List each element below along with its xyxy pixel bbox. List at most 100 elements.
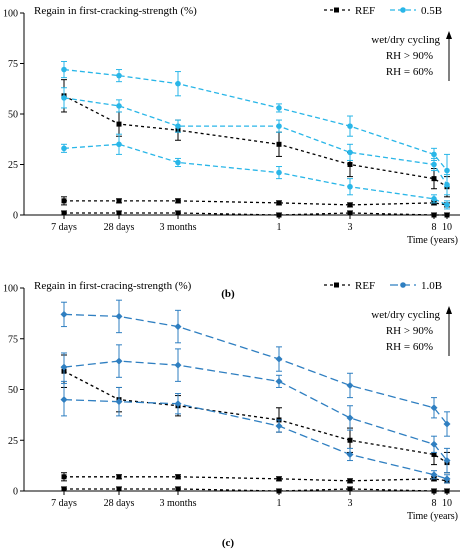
y-tick-label: 100 bbox=[3, 284, 18, 295]
y-tick-label: 50 bbox=[8, 110, 18, 121]
legend-b-marker bbox=[400, 7, 406, 13]
data-point bbox=[174, 323, 182, 331]
annotation-cycling: wet/dry cycling bbox=[371, 309, 440, 321]
data-point bbox=[116, 121, 122, 127]
series-4 bbox=[60, 344, 451, 474]
data-point bbox=[431, 451, 437, 457]
y-tick-label: 0 bbox=[13, 211, 18, 222]
data-point bbox=[430, 471, 438, 479]
series-5 bbox=[61, 133, 450, 210]
series-line bbox=[63, 95, 448, 188]
data-point bbox=[443, 475, 451, 483]
data-point bbox=[276, 123, 282, 129]
series-1 bbox=[61, 196, 450, 208]
data-point bbox=[431, 196, 437, 202]
chart-title: Regain in first-cracking-strength (%) bbox=[34, 5, 197, 17]
data-point bbox=[444, 488, 450, 494]
data-point bbox=[276, 141, 282, 147]
x-tick-label: 1 bbox=[277, 498, 282, 509]
data-point bbox=[116, 103, 122, 109]
x-tick-label: 3 bbox=[348, 498, 353, 509]
y-tick-label: 25 bbox=[8, 160, 18, 171]
data-point bbox=[61, 210, 67, 216]
annotation-cycling: wet/dry cycling bbox=[371, 34, 440, 46]
data-point bbox=[116, 141, 122, 148]
series-1 bbox=[61, 472, 450, 484]
y-tick-label: 100 bbox=[3, 9, 18, 20]
data-point bbox=[60, 363, 68, 371]
data-point bbox=[276, 212, 282, 218]
annotation-rh-low: RH = 60% bbox=[386, 66, 433, 78]
data-point bbox=[444, 212, 450, 218]
data-point bbox=[61, 66, 67, 73]
x-tick-label: 28 days bbox=[104, 498, 135, 509]
data-point bbox=[346, 414, 354, 422]
data-point bbox=[175, 198, 181, 204]
annotation-rh-low: RH = 60% bbox=[386, 341, 433, 353]
legend: REF 1.0B bbox=[324, 280, 442, 292]
y-tick-label: 25 bbox=[8, 436, 18, 447]
data-point bbox=[276, 200, 282, 206]
x-tick-label: 7 days bbox=[51, 498, 77, 509]
y-tick-label: 75 bbox=[8, 334, 18, 345]
data-point bbox=[347, 486, 353, 492]
legend-b-label: 1.0B bbox=[421, 280, 442, 292]
series-3 bbox=[61, 60, 450, 188]
x-tick-label: 3 months bbox=[160, 498, 197, 509]
data-point bbox=[116, 474, 122, 480]
data-point bbox=[115, 312, 123, 320]
data-point bbox=[346, 450, 354, 458]
legend-ref-marker bbox=[334, 7, 339, 13]
panel-label: (c) bbox=[222, 537, 235, 549]
data-point bbox=[174, 361, 182, 369]
y-tick-label: 50 bbox=[8, 385, 18, 396]
data-point bbox=[116, 198, 122, 204]
data-point bbox=[276, 488, 282, 494]
data-point bbox=[61, 145, 67, 152]
series-2 bbox=[61, 210, 450, 218]
data-point bbox=[431, 212, 437, 218]
series-3 bbox=[60, 299, 451, 437]
x-tick-label: 8 bbox=[432, 498, 437, 509]
data-point bbox=[175, 80, 181, 87]
x-tick-label: 3 bbox=[348, 222, 353, 233]
data-point bbox=[430, 404, 438, 412]
data-point bbox=[116, 210, 122, 216]
series-line bbox=[63, 360, 448, 461]
data-point bbox=[275, 377, 283, 385]
series-2 bbox=[61, 486, 450, 494]
series-line bbox=[63, 143, 448, 206]
x-tick-label: 1 bbox=[277, 222, 282, 233]
series-5 bbox=[60, 382, 451, 484]
data-point bbox=[61, 198, 67, 204]
x-axis-label: Time (years) bbox=[407, 511, 458, 522]
data-point bbox=[347, 478, 353, 484]
chart-title: Regain in first-cracing-strength (%) bbox=[34, 280, 192, 292]
data-point bbox=[61, 474, 67, 480]
data-point bbox=[431, 161, 437, 168]
data-point bbox=[430, 440, 438, 448]
data-point bbox=[444, 202, 450, 208]
data-point bbox=[347, 437, 353, 443]
data-point bbox=[174, 400, 182, 408]
data-point bbox=[175, 210, 181, 216]
data-point bbox=[60, 310, 68, 318]
x-tick-label: 10 bbox=[442, 498, 452, 509]
data-point bbox=[431, 488, 437, 494]
data-point bbox=[347, 183, 353, 190]
series-line bbox=[63, 370, 448, 464]
data-point bbox=[276, 169, 282, 176]
data-point bbox=[276, 476, 282, 482]
data-point bbox=[431, 151, 437, 158]
series-line bbox=[63, 68, 448, 171]
x-axis-label: Time (years) bbox=[407, 235, 458, 246]
data-point bbox=[276, 105, 282, 111]
data-point bbox=[444, 167, 450, 174]
x-tick-label: 28 days bbox=[104, 222, 135, 233]
legend-ref-label: REF bbox=[355, 280, 375, 292]
data-point bbox=[347, 123, 353, 129]
legend-b-marker bbox=[400, 282, 406, 288]
annotation-rh-high: RH > 90% bbox=[386, 325, 433, 337]
data-point bbox=[175, 474, 181, 480]
data-point bbox=[116, 486, 122, 492]
